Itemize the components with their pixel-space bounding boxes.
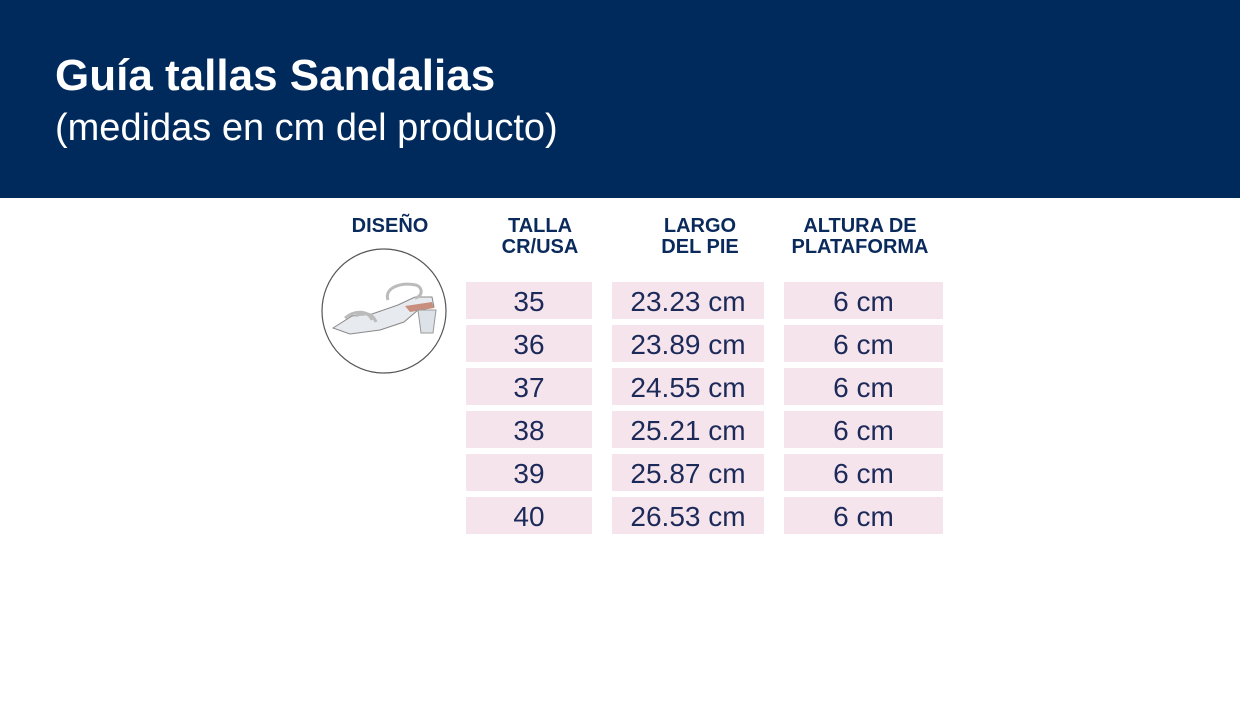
cell-text: 24.55 cm [630,372,745,403]
title: Guía tallas Sandalias [55,51,495,100]
cell-text: 38 [513,415,544,446]
column-header: CR/USA [502,236,579,258]
cell-text: 6 cm [833,286,894,317]
cell-text: 39 [513,458,544,489]
cell-text: 40 [513,501,544,532]
cell-bg [612,497,764,534]
cell-bg [466,454,592,491]
cell-text: 23.23 cm [630,286,745,317]
cell-text: 25.21 cm [630,415,745,446]
sandal-image [321,248,447,374]
cell-bg [612,325,764,362]
cell-bg [612,368,764,405]
cell-text: 26.53 cm [630,501,745,532]
cell-text: 6 cm [833,458,894,489]
column-header: ALTURA DE [803,215,916,237]
column-header: DEL PIE [661,236,738,258]
column-header: LARGO [664,215,736,237]
cell-text: 6 cm [833,329,894,360]
cell-text: 36 [513,329,544,360]
cell-bg [466,325,592,362]
cell-text: 25.87 cm [630,458,745,489]
cell-bg [784,282,943,319]
cell-bg [466,368,592,405]
cell-bg [612,454,764,491]
cell-text: 6 cm [833,372,894,403]
cell-text: 37 [513,372,544,403]
column-header: TALLA [508,215,572,237]
cell-bg [612,411,764,448]
cell-text: 6 cm [833,501,894,532]
cell-text: 23.89 cm [630,329,745,360]
cell-bg [784,454,943,491]
cell-text: 35 [513,286,544,317]
cell-bg [784,368,943,405]
header-band [0,0,1240,198]
subtitle: (medidas en cm del producto) [55,107,558,149]
cell-bg [466,497,592,534]
cell-bg [784,411,943,448]
cell-bg [784,325,943,362]
cell-text: 6 cm [833,415,894,446]
column-header: PLATAFORMA [791,236,928,258]
cell-bg [784,497,943,534]
column-header: DISEÑO [352,214,429,237]
cell-bg [466,282,592,319]
cell-bg [612,282,764,319]
cell-bg [466,411,592,448]
